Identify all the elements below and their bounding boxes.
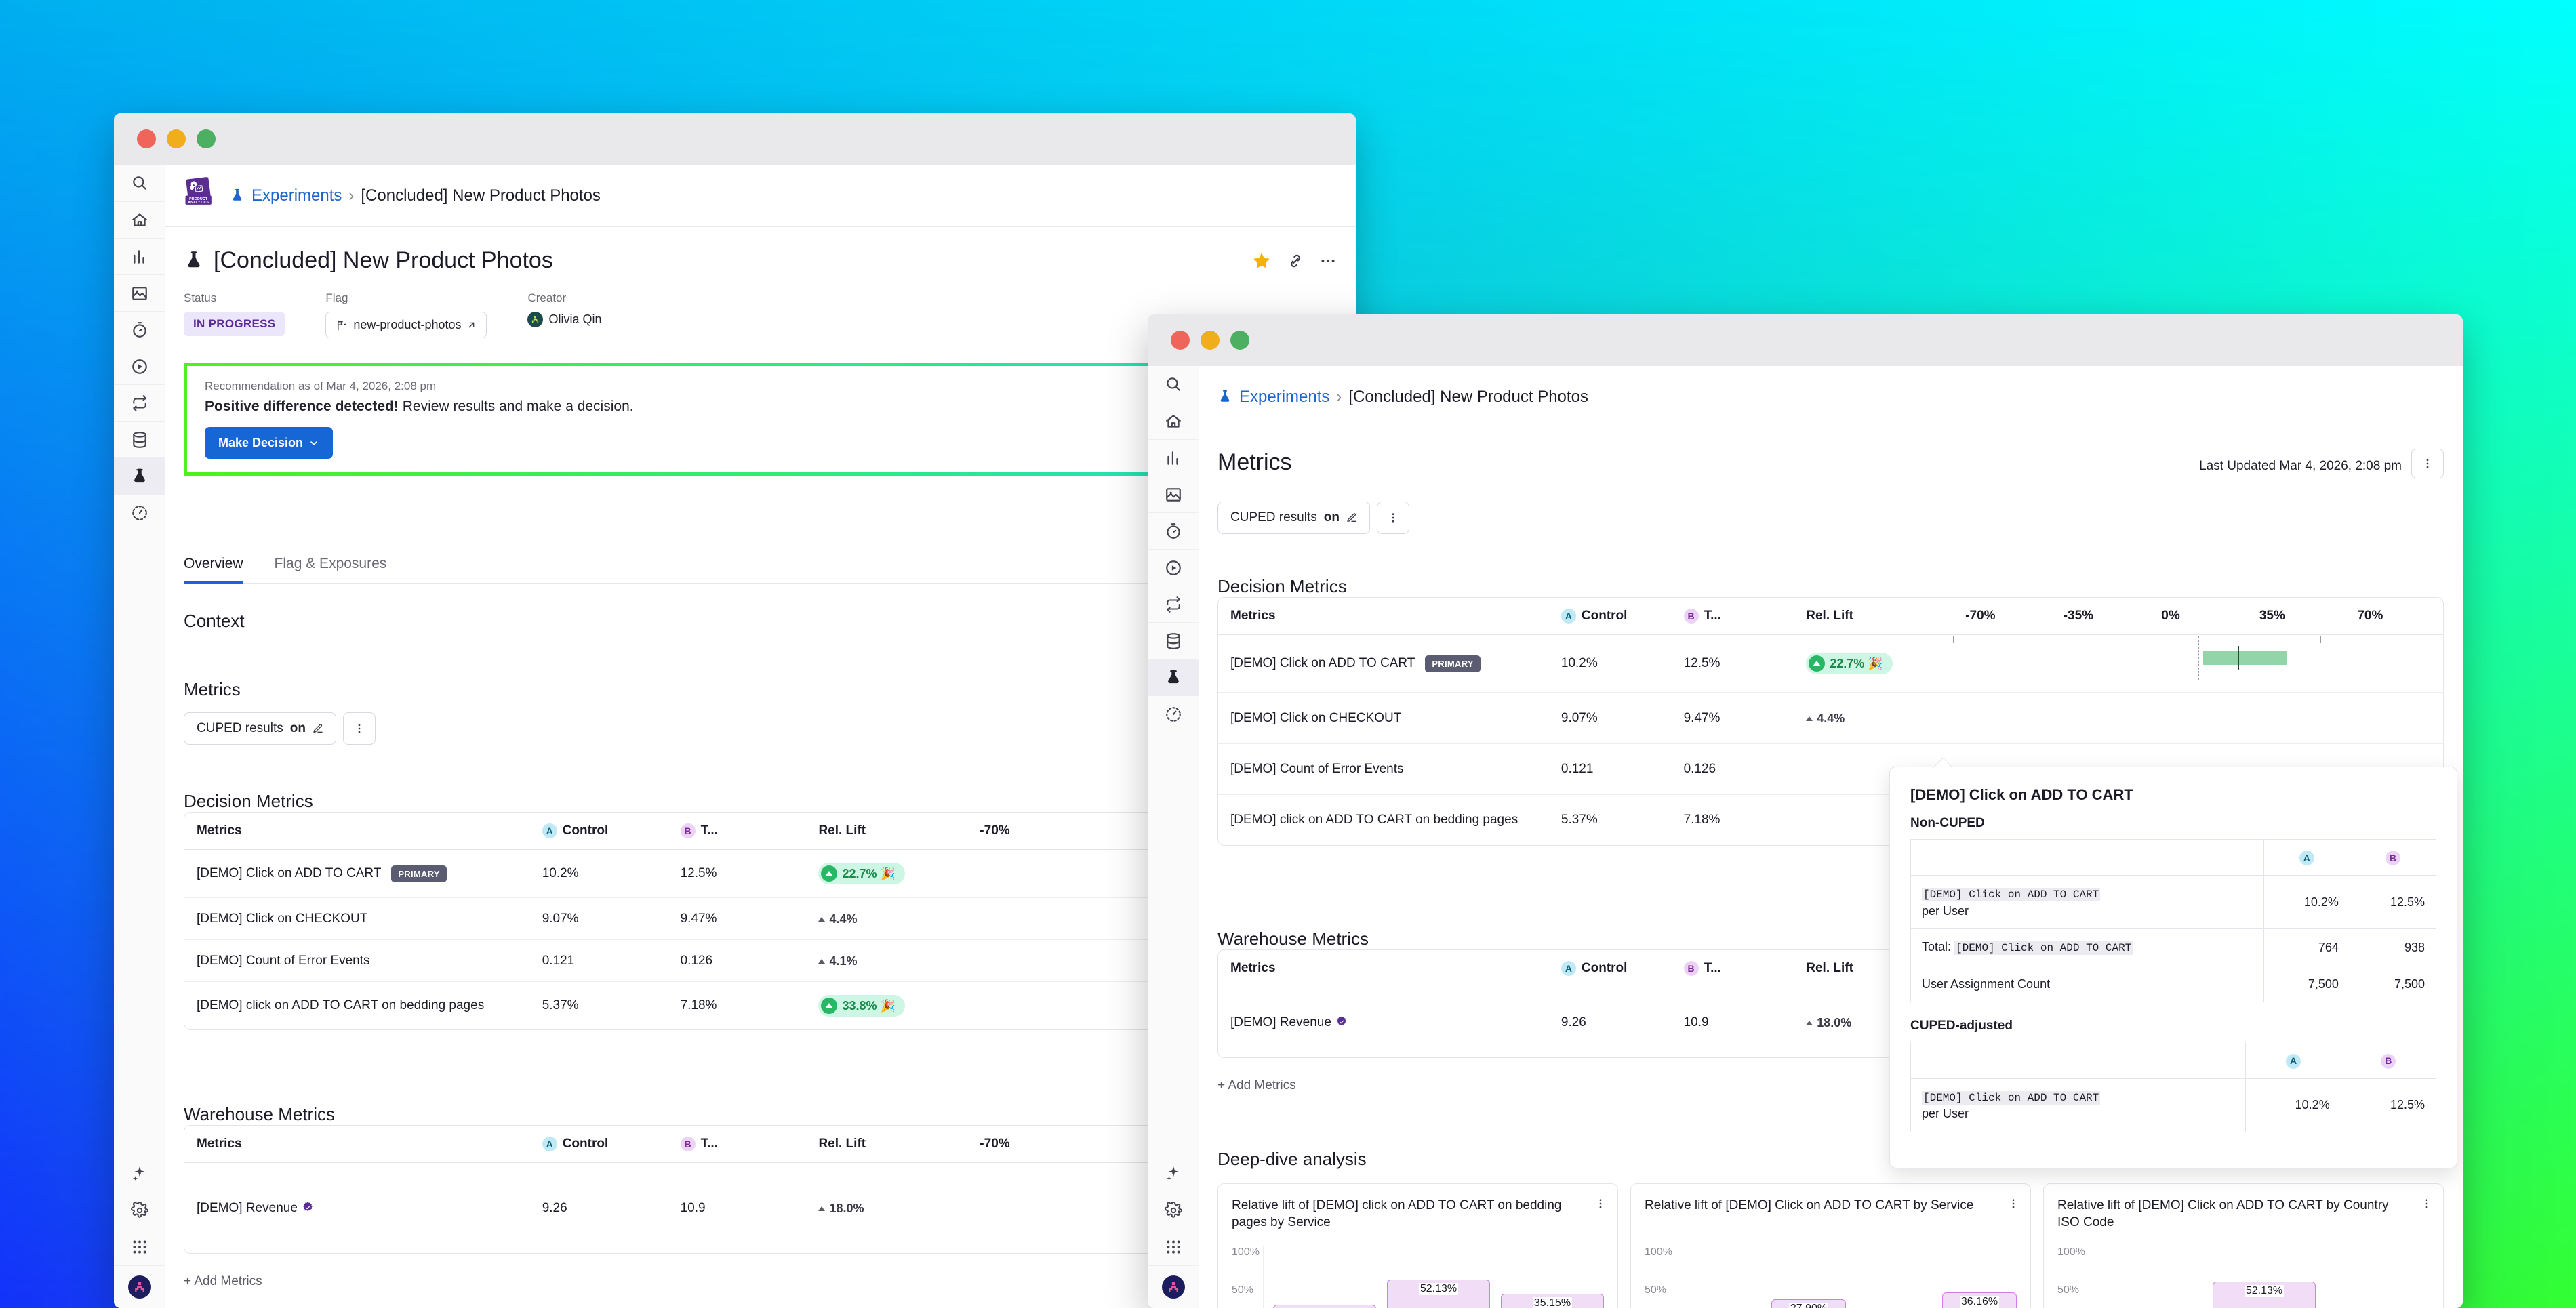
svg-text:ANALYTICS: ANALYTICS — [188, 201, 209, 205]
